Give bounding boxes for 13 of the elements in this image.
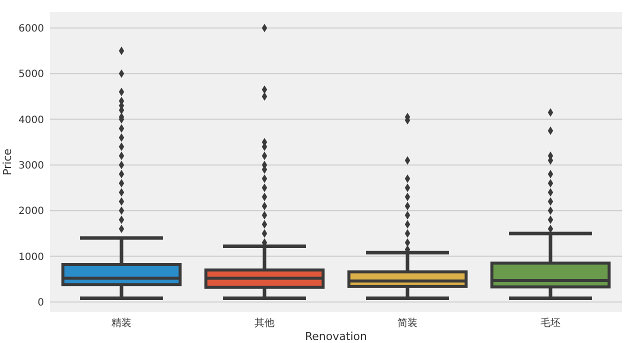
y-tick-label: 4000 bbox=[18, 114, 44, 126]
y-tick-label: 1000 bbox=[18, 252, 44, 263]
x-tick-label: 其他 bbox=[254, 317, 274, 329]
y-tick-label: 5000 bbox=[18, 69, 44, 80]
y-tick-label: 3000 bbox=[18, 160, 44, 172]
x-tick-label: 毛坯 bbox=[540, 317, 560, 329]
x-tick-label: 精装 bbox=[112, 317, 132, 329]
y-tick-label: 0 bbox=[38, 297, 44, 308]
x-axis-title: Renovation bbox=[305, 330, 367, 343]
x-tick-label: 简装 bbox=[398, 317, 418, 329]
y-tick-label: 2000 bbox=[18, 206, 44, 218]
y-axis-title: Price bbox=[1, 148, 14, 176]
y-tick-label: 6000 bbox=[18, 23, 44, 34]
